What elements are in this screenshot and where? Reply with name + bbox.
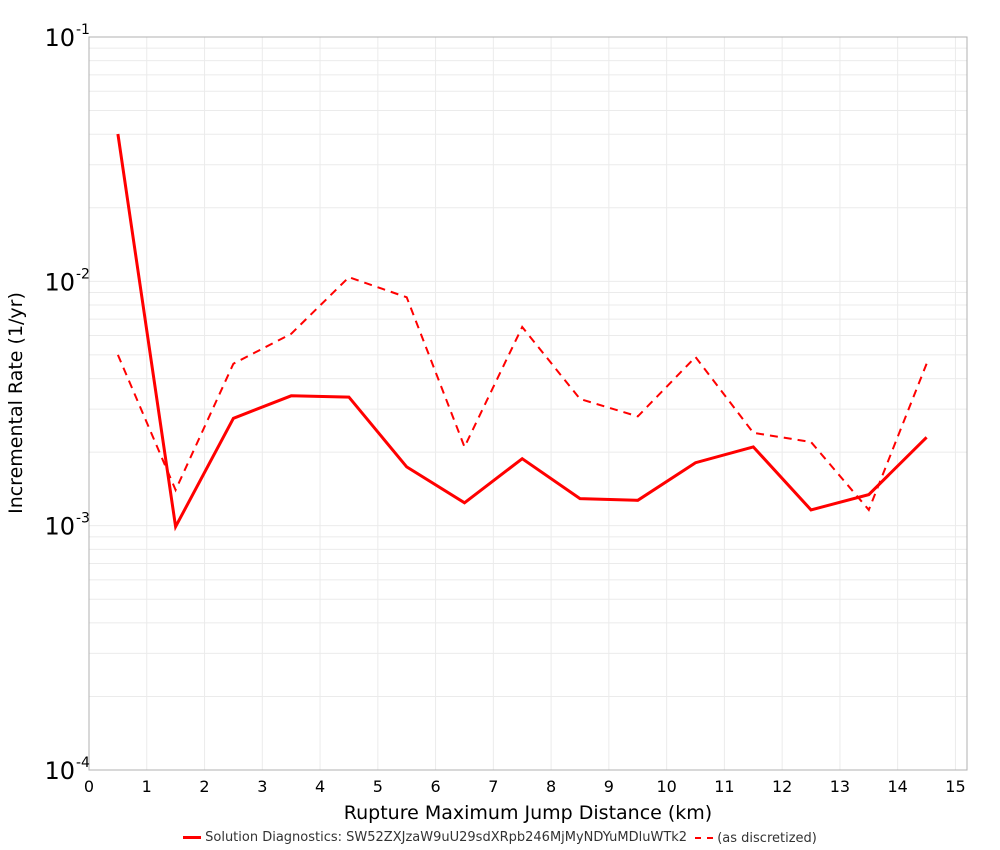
y-axis-ticks: 10-110-210-310-4 — [44, 22, 90, 785]
chart-legend: Solution Diagnostics: SW52ZXJzaW9uU29sdX… — [0, 828, 1000, 846]
y-tick-label: 10 — [44, 268, 75, 296]
x-tick-label: 14 — [888, 777, 908, 796]
plot-area-border — [88, 36, 968, 771]
y-tick-label: 10 — [44, 24, 75, 52]
x-tick-label: 0 — [84, 777, 94, 796]
legend-label-discretized: (as discretized) — [717, 830, 817, 846]
series-as-discretized-line — [116, 276, 928, 512]
y-tick-exponent: -1 — [76, 22, 90, 38]
x-tick-label: 3 — [257, 777, 267, 796]
x-tick-label: 11 — [714, 777, 734, 796]
x-tick-label: 4 — [315, 777, 325, 796]
x-tick-label: 7 — [488, 777, 498, 796]
x-tick-label: 8 — [546, 777, 556, 796]
y-tick-exponent: -2 — [76, 266, 90, 282]
x-tick-label: 9 — [604, 777, 614, 796]
legend-item-discretized: (as discretized) — [695, 831, 817, 846]
y-tick-label: 10 — [44, 513, 75, 541]
grid-lines — [88, 37, 967, 771]
y-tick-exponent: -3 — [76, 511, 90, 527]
dashed-line-swatch-icon — [695, 837, 714, 839]
y-tick-label: 10 — [44, 757, 75, 785]
x-tick-label: 5 — [373, 777, 383, 796]
legend-item-solution: Solution Diagnostics: SW52ZXJzaW9uU29sdX… — [183, 830, 687, 845]
x-tick-label: 2 — [199, 777, 209, 796]
legend-label-solution: Solution Diagnostics: SW52ZXJzaW9uU29sdX… — [205, 830, 688, 845]
x-axis-ticks: 0 1 2 3 4 5 6 7 8 9 10 11 12 13 14 15 — [84, 777, 966, 796]
x-tick-label: 6 — [430, 777, 440, 796]
x-tick-label: 13 — [830, 777, 850, 796]
x-tick-label: 1 — [142, 777, 152, 796]
y-axis-label: Incremental Rate (1/yr) — [5, 292, 27, 514]
x-tick-label: 15 — [945, 777, 965, 796]
series-solution-line — [116, 133, 928, 532]
data-series — [116, 133, 928, 532]
y-tick-exponent: -4 — [76, 755, 90, 771]
x-tick-label: 12 — [772, 777, 792, 796]
solid-line-swatch-icon — [183, 836, 202, 839]
x-tick-label: 10 — [656, 777, 676, 796]
x-axis-label: Rupture Maximum Jump Distance (km) — [344, 802, 712, 824]
